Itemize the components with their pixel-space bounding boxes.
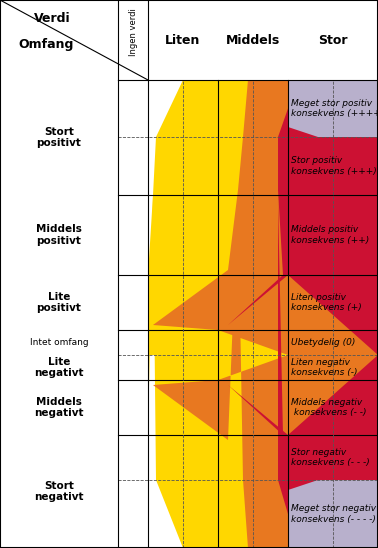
Text: Middels: Middels xyxy=(226,33,280,47)
Text: Meget stor negativ
konsekvens (- - - -): Meget stor negativ konsekvens (- - - -) xyxy=(291,504,376,524)
Text: Meget stor positiv
konsekvens (++++): Meget stor positiv konsekvens (++++) xyxy=(291,99,378,118)
Polygon shape xyxy=(288,480,378,548)
Polygon shape xyxy=(228,200,378,548)
Text: Omfang: Omfang xyxy=(18,38,73,51)
Text: Middels
negativt: Middels negativt xyxy=(34,397,84,418)
Text: Lite
negativt: Lite negativt xyxy=(34,357,84,378)
Text: Liten negativ
konsekvens (-): Liten negativ konsekvens (-) xyxy=(291,358,358,377)
Polygon shape xyxy=(153,195,378,548)
Text: Lite
positivt: Lite positivt xyxy=(37,292,81,313)
Text: Middels negativ
 konsekvens (- -): Middels negativ konsekvens (- -) xyxy=(291,398,367,417)
Polygon shape xyxy=(228,80,378,355)
Text: Intet omfang: Intet omfang xyxy=(30,338,88,347)
Text: Ubetydelig (0): Ubetydelig (0) xyxy=(291,338,355,347)
Text: Verdi: Verdi xyxy=(34,12,70,25)
Text: Liten: Liten xyxy=(165,33,201,47)
Text: Stort
positivt: Stort positivt xyxy=(37,127,81,149)
Polygon shape xyxy=(153,80,378,355)
Text: Stort
negativt: Stort negativt xyxy=(34,481,84,503)
Text: Ingen verdi: Ingen verdi xyxy=(129,8,138,56)
Polygon shape xyxy=(288,80,378,137)
Polygon shape xyxy=(148,195,378,548)
Text: Middels positiv
konsekvens (++): Middels positiv konsekvens (++) xyxy=(291,225,369,245)
Text: Middels
positivt: Middels positivt xyxy=(36,224,82,246)
Text: Stor: Stor xyxy=(318,33,348,47)
Polygon shape xyxy=(148,80,378,355)
Text: Stor negativ
konsekvens (- - -): Stor negativ konsekvens (- - -) xyxy=(291,448,370,467)
Text: Liten positiv
konsekvens (+): Liten positiv konsekvens (+) xyxy=(291,293,362,312)
Text: Stor positiv
konsekvens (+++): Stor positiv konsekvens (+++) xyxy=(291,156,377,176)
